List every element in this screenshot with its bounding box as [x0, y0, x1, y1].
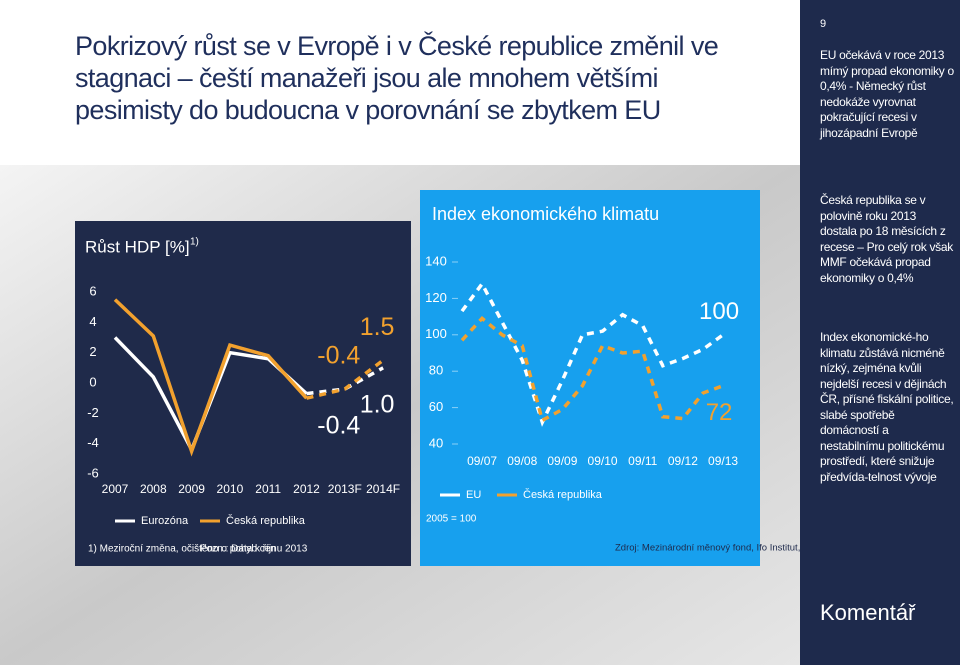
series-line [460, 316, 724, 423]
y-tick-label: 140 [425, 253, 447, 268]
x-tick-label: 2012 [293, 482, 320, 496]
chart-note: 2005 = 100 [426, 514, 477, 525]
x-tick-label: 2010 [217, 482, 244, 496]
comment-label: Komentář [820, 600, 916, 625]
y-tick-label: 120 [425, 290, 447, 305]
x-tick-label: 2007 [102, 482, 129, 496]
y-tick-label: 40 [429, 435, 443, 450]
x-tick-label: 2013F [328, 482, 362, 496]
data-label: 72 [706, 399, 733, 426]
sidebar-text: Česká republika se v polovině roku 2013 … [820, 193, 953, 285]
x-tick-label: 09/13 [708, 454, 738, 468]
title-note: 1) [190, 237, 199, 248]
chart-panel [420, 190, 760, 566]
sidebar [800, 0, 960, 665]
y-tick-label: 4 [89, 314, 96, 329]
data-label: 1.0 [360, 390, 395, 418]
legend-label: Česká republika [523, 488, 603, 501]
y-tick-label: -6 [87, 465, 99, 480]
chart-panel [75, 221, 411, 566]
page-number: 9 [820, 18, 827, 30]
y-tick-label: -4 [87, 435, 99, 450]
y-tick-label: -2 [87, 405, 99, 420]
series-line [460, 280, 725, 427]
series-line [306, 366, 384, 396]
y-tick-label: 2 [89, 344, 96, 359]
x-tick-label: 09/12 [668, 454, 698, 468]
x-tick-label: 2011 [255, 482, 281, 496]
series-line [306, 358, 385, 400]
y-tick-label: 100 [425, 326, 447, 341]
chart-note: Pozn.: Data k říjnu 2013 [200, 544, 308, 555]
x-tick-label: 09/09 [547, 454, 577, 468]
chart-note: 1) Meziroční změna, očištěno o pohyb cen [88, 544, 276, 555]
y-tick-label: 60 [429, 399, 443, 414]
x-tick-label: 09/11 [628, 454, 657, 468]
slide-title: Pokrizový růst se v Evropě i v České rep… [75, 31, 719, 125]
y-tick-label: 80 [429, 363, 443, 378]
data-label: -0.4 [317, 342, 360, 370]
chart-title: Růst HDP [%] [85, 237, 190, 256]
chart-note: Zdroj: Mezinárodní měnový fond, Ifo Inst… [615, 543, 864, 554]
x-tick-label: 2014F [366, 482, 400, 496]
data-label: 1.5 [360, 313, 395, 341]
data-label: -0.4 [317, 412, 360, 440]
x-tick-label: 2008 [140, 482, 167, 496]
y-tick-label: 6 [89, 283, 96, 298]
y-tick-label: 0 [89, 374, 96, 389]
sidebar-text: Index ekonomické-ho klimatu zůstává nicm… [820, 330, 954, 484]
legend-label: Česká republika [226, 514, 306, 527]
x-tick-label: 09/08 [507, 454, 537, 468]
legend-label: EU [466, 489, 481, 501]
sidebar-text: EU očekává v roce 2013 mímý propad ekono… [820, 48, 954, 140]
chart-title: Index ekonomického klimatu [432, 204, 659, 224]
legend-label: Eurozóna [141, 515, 189, 527]
series-line [113, 298, 308, 457]
x-tick-label: 2009 [178, 482, 205, 496]
x-tick-label: 09/10 [588, 454, 618, 468]
data-label: 100 [699, 298, 739, 325]
x-tick-label: 09/07 [467, 454, 497, 468]
